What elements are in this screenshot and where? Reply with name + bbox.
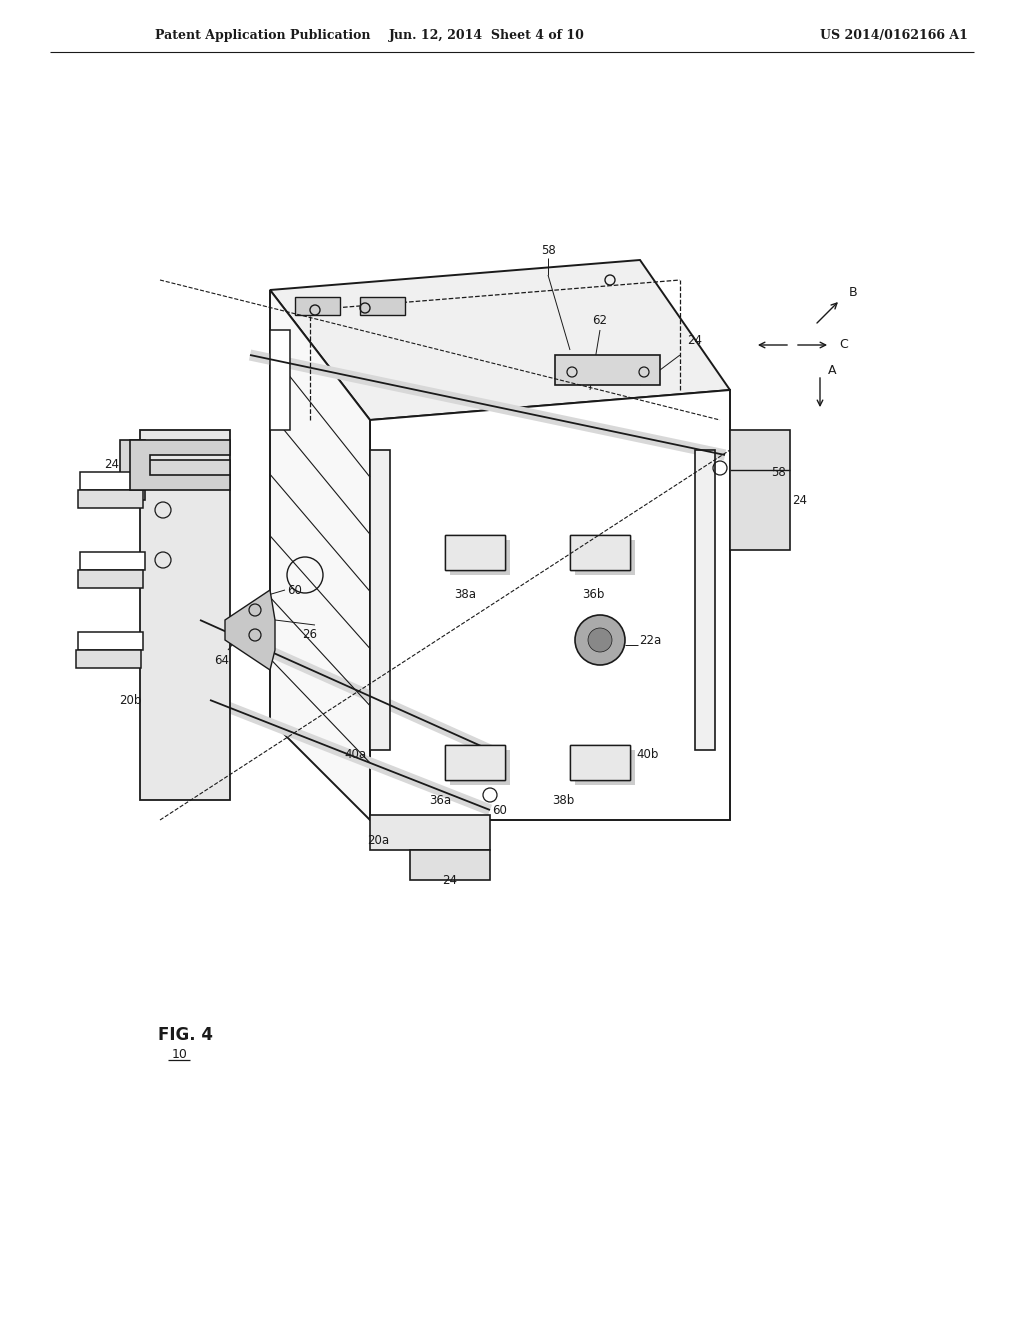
Polygon shape [140,430,230,800]
Bar [570,535,630,570]
Polygon shape [130,440,230,490]
Bar [570,744,630,780]
Bar [450,540,510,576]
Text: Jun. 12, 2014  Sheet 4 of 10: Jun. 12, 2014 Sheet 4 of 10 [389,29,585,41]
Text: 26: 26 [302,628,317,642]
Text: Patent Application Publication: Patent Application Publication [155,29,371,41]
Circle shape [575,615,625,665]
Text: 40a: 40a [344,748,366,762]
Text: US 2014/0162166 A1: US 2014/0162166 A1 [820,29,968,41]
Text: 38a: 38a [454,589,476,602]
Text: 24: 24 [687,334,702,346]
Text: 24: 24 [793,494,808,507]
Polygon shape [270,260,730,420]
Bar [570,535,630,570]
Bar [445,535,505,570]
Polygon shape [225,590,275,671]
Text: 64: 64 [214,653,229,667]
Bar [445,744,505,780]
Bar [270,330,290,430]
Bar [76,649,141,668]
Text: 58: 58 [541,243,555,256]
Bar [295,297,340,315]
Bar [575,750,635,785]
Bar [78,570,143,587]
Text: 36b: 36b [582,589,604,602]
Bar [730,430,790,550]
Text: C: C [840,338,848,351]
Bar [370,814,490,850]
Text: 22a: 22a [639,634,662,647]
Text: 60: 60 [493,804,508,817]
Bar [575,540,635,576]
Bar [80,473,145,490]
Text: 38b: 38b [552,793,574,807]
Text: FIG. 4: FIG. 4 [158,1026,213,1044]
Bar [445,535,505,570]
Text: 20b: 20b [119,693,141,706]
Text: 58: 58 [771,466,785,479]
Text: 10: 10 [172,1048,187,1061]
Bar [695,450,715,750]
Text: 20a: 20a [367,833,389,846]
Text: 62: 62 [593,314,607,326]
Text: 24: 24 [442,874,458,887]
Bar [370,450,390,750]
Polygon shape [370,389,730,820]
Text: A: A [827,363,837,376]
Text: 24: 24 [104,458,120,471]
Polygon shape [120,440,230,500]
Circle shape [588,628,612,652]
Bar [80,552,145,570]
Bar [570,744,630,780]
Bar [410,850,490,880]
Text: 60: 60 [288,583,302,597]
Bar [445,744,505,780]
Bar [78,490,143,508]
Polygon shape [270,290,370,820]
Bar [555,355,660,385]
Text: 36a: 36a [429,793,451,807]
Text: B: B [849,286,857,300]
Text: 40b: 40b [637,748,659,762]
Bar [78,632,143,649]
Bar [360,297,406,315]
Bar [450,750,510,785]
